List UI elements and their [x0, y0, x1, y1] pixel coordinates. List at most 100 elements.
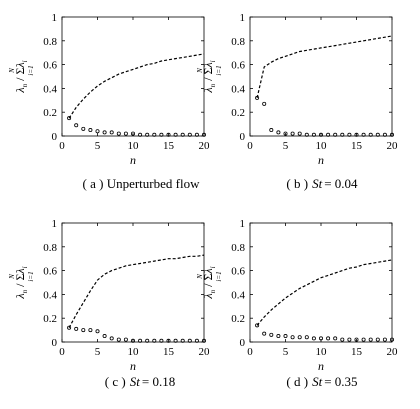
y-axis-label-sum-lower: i=1 — [215, 271, 223, 281]
x-tick-label: 5 — [95, 346, 101, 358]
y-tick-label: 0 — [240, 131, 246, 143]
panel-caption: ( b ) St = 0.04 — [286, 176, 358, 191]
data-point-eigenvalue — [145, 338, 150, 343]
x-tick-label: 15 — [351, 140, 363, 152]
data-point-eigenvalue — [187, 338, 192, 343]
data-point-eigenvalue — [74, 123, 79, 128]
data-point-eigenvalue — [138, 132, 143, 137]
data-point-eigenvalue — [297, 335, 302, 340]
x-tick-label: 20 — [199, 140, 211, 152]
x-tick-label: 0 — [247, 140, 253, 152]
data-point-eigenvalue — [311, 336, 316, 341]
y-tick-label: 1 — [52, 218, 58, 230]
series-line-cumulative — [68, 53, 205, 119]
x-axis-label: n — [318, 359, 324, 373]
data-point-eigenvalue — [361, 337, 366, 342]
data-point-eigenvalue — [67, 116, 72, 121]
data-point-eigenvalue — [123, 337, 128, 342]
data-point-eigenvalue — [382, 132, 387, 137]
data-point-eigenvalue — [255, 323, 260, 328]
y-tick-label: 0.4 — [43, 289, 57, 301]
plot-frame — [61, 222, 205, 343]
data-point-eigenvalue — [340, 337, 345, 342]
data-point-eigenvalue — [166, 132, 171, 137]
y-axis-label-sum-lower: i=1 — [27, 271, 35, 281]
y-tick-label: 0.8 — [231, 36, 245, 48]
x-tick-label: 15 — [163, 346, 175, 358]
y-tick-label: 0.2 — [43, 313, 57, 325]
x-tick-label: 20 — [387, 346, 399, 358]
x-tick-label: 20 — [387, 140, 399, 152]
x-tick-label: 5 — [283, 140, 289, 152]
data-point-eigenvalue — [166, 338, 171, 343]
data-point-eigenvalue — [138, 338, 143, 343]
data-point-eigenvalue — [318, 336, 323, 341]
data-point-eigenvalue — [130, 131, 135, 136]
panel-caption: ( a ) Unperturbed flow — [83, 176, 201, 191]
y-tick-label: 0.2 — [231, 107, 245, 119]
data-point-eigenvalue — [276, 334, 281, 339]
data-point-eigenvalue — [389, 337, 394, 342]
plot-frame — [249, 16, 393, 137]
data-point-eigenvalue — [304, 132, 309, 137]
series-line-cumulative — [68, 254, 205, 328]
x-tick-label: 15 — [351, 346, 363, 358]
y-tick-label: 0.6 — [231, 60, 245, 72]
y-axis-label-text: λn / Σλi — [13, 60, 29, 93]
y-tick-label: 0.4 — [231, 83, 245, 95]
data-point-eigenvalue — [304, 335, 309, 340]
data-point-eigenvalue — [109, 336, 114, 341]
panel-caption: ( d ) St = 0.35 — [286, 374, 357, 389]
y-tick-label: 0.8 — [43, 242, 57, 254]
x-tick-label: 0 — [247, 346, 253, 358]
series-line-cumulative — [256, 35, 393, 99]
y-tick-label: 0.2 — [231, 313, 245, 325]
data-point-eigenvalue — [95, 129, 100, 134]
data-point-eigenvalue — [152, 338, 157, 343]
x-tick-label: 5 — [283, 346, 289, 358]
data-point-eigenvalue — [180, 132, 185, 137]
data-point-eigenvalue — [180, 338, 185, 343]
y-tick-label: 0 — [52, 337, 58, 349]
plot-frame — [249, 222, 393, 343]
series-line-cumulative — [256, 259, 393, 326]
data-point-eigenvalue — [173, 338, 178, 343]
data-point-eigenvalue — [333, 336, 338, 341]
y-tick-label: 0.4 — [43, 83, 57, 95]
data-point-eigenvalue — [262, 101, 267, 106]
y-tick-label: 0.8 — [43, 36, 57, 48]
data-point-eigenvalue — [95, 329, 100, 334]
data-point-eigenvalue — [102, 130, 107, 135]
data-point-eigenvalue — [290, 335, 295, 340]
data-point-eigenvalue — [283, 131, 288, 136]
data-point-eigenvalue — [194, 338, 199, 343]
data-point-eigenvalue — [311, 132, 316, 137]
y-axis-label-text: λn / Σλi — [201, 60, 217, 93]
data-point-eigenvalue — [88, 328, 93, 333]
x-tick-label: 20 — [199, 346, 211, 358]
data-point-eigenvalue — [269, 332, 274, 337]
data-point-eigenvalue — [123, 131, 128, 136]
data-point-eigenvalue — [88, 128, 93, 133]
x-tick-label: 15 — [163, 140, 175, 152]
data-point-eigenvalue — [297, 131, 302, 136]
x-tick-label: 0 — [59, 346, 65, 358]
panel-caption: ( c ) St = 0.18 — [105, 374, 175, 389]
data-point-eigenvalue — [283, 334, 288, 339]
y-axis-label-sum-lower: i=1 — [215, 65, 223, 75]
y-tick-label: 0.6 — [43, 266, 57, 278]
data-point-eigenvalue — [340, 132, 345, 137]
y-axis-label-sum-upper: N — [196, 274, 204, 280]
data-point-eigenvalue — [130, 338, 135, 343]
y-axis-label-sum-upper: N — [8, 274, 16, 280]
y-axis-label-text: λn / Σλi — [13, 266, 29, 299]
data-point-eigenvalue — [375, 132, 380, 137]
data-point-eigenvalue — [382, 337, 387, 342]
